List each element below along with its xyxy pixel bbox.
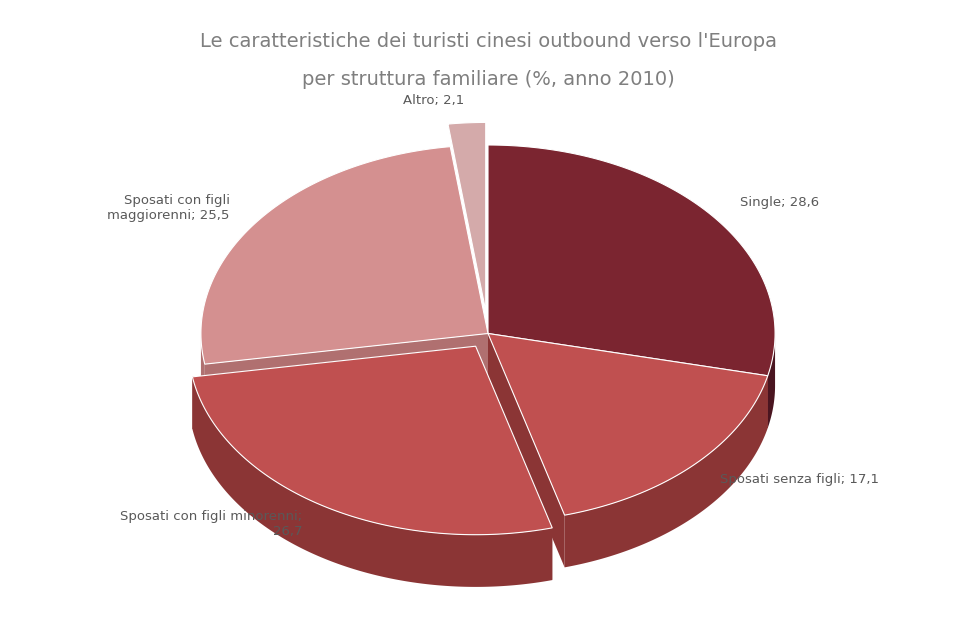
Polygon shape	[192, 377, 552, 587]
Polygon shape	[192, 346, 552, 535]
Text: Le caratteristiche dei turisti cinesi outbound verso l'Europa: Le caratteristiche dei turisti cinesi ou…	[199, 32, 777, 51]
Polygon shape	[488, 334, 768, 428]
Text: Altro; 2,1: Altro; 2,1	[403, 94, 465, 107]
Polygon shape	[488, 145, 775, 376]
Polygon shape	[488, 334, 565, 567]
Polygon shape	[488, 334, 768, 515]
Text: Sposati con figli
maggiorenni; 25,5: Sposati con figli maggiorenni; 25,5	[107, 194, 229, 222]
Text: Sposati con figli minorenni;
26,7: Sposati con figli minorenni; 26,7	[120, 510, 303, 538]
Text: per struttura familiare (%, anno 2010): per struttura familiare (%, anno 2010)	[302, 70, 674, 89]
Polygon shape	[192, 346, 475, 429]
Polygon shape	[205, 334, 488, 417]
Polygon shape	[565, 376, 768, 567]
Polygon shape	[201, 147, 488, 364]
Polygon shape	[475, 346, 552, 580]
Polygon shape	[448, 122, 486, 311]
Polygon shape	[201, 334, 205, 417]
Text: Sposati senza figli; 17,1: Sposati senza figli; 17,1	[720, 473, 879, 486]
Polygon shape	[768, 334, 775, 428]
Text: Single; 28,6: Single; 28,6	[740, 195, 819, 209]
Polygon shape	[488, 334, 768, 428]
